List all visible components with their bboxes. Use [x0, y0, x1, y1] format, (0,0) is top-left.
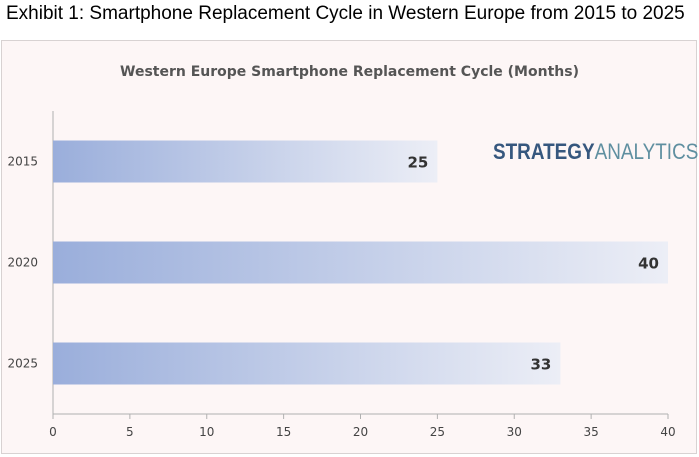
x-tick-label-25: 25	[430, 425, 445, 439]
category-label-2015: 2015	[7, 155, 38, 169]
strategy-analytics-logo: STRATEGYANALYTICS	[493, 139, 698, 165]
x-tick-label-0: 0	[49, 425, 57, 439]
exhibit-title: Exhibit 1: Smartphone Replacement Cycle …	[6, 3, 685, 24]
x-tick-label-10: 10	[199, 425, 214, 439]
x-tick-label-35: 35	[583, 425, 598, 439]
data-label-2020: 40	[638, 255, 659, 273]
logo-part-analytics: ANALYTICS	[594, 139, 699, 164]
data-label-2015: 25	[408, 154, 429, 172]
category-label-2025: 2025	[7, 357, 38, 371]
x-tick-label-5: 5	[126, 425, 134, 439]
bar-2025	[53, 342, 561, 385]
x-tick-label-15: 15	[276, 425, 291, 439]
data-label-2025: 33	[531, 356, 552, 374]
chart-title: Western Europe Smartphone Replacement Cy…	[120, 64, 579, 80]
bar-2015	[53, 140, 438, 183]
x-tick-label-30: 30	[507, 425, 522, 439]
x-tick-label-40: 40	[660, 425, 675, 439]
category-label-2020: 2020	[7, 256, 38, 270]
x-tick-label-20: 20	[353, 425, 368, 439]
bar-2020	[53, 241, 668, 284]
logo-part-strategy: STRATEGY	[493, 139, 595, 164]
